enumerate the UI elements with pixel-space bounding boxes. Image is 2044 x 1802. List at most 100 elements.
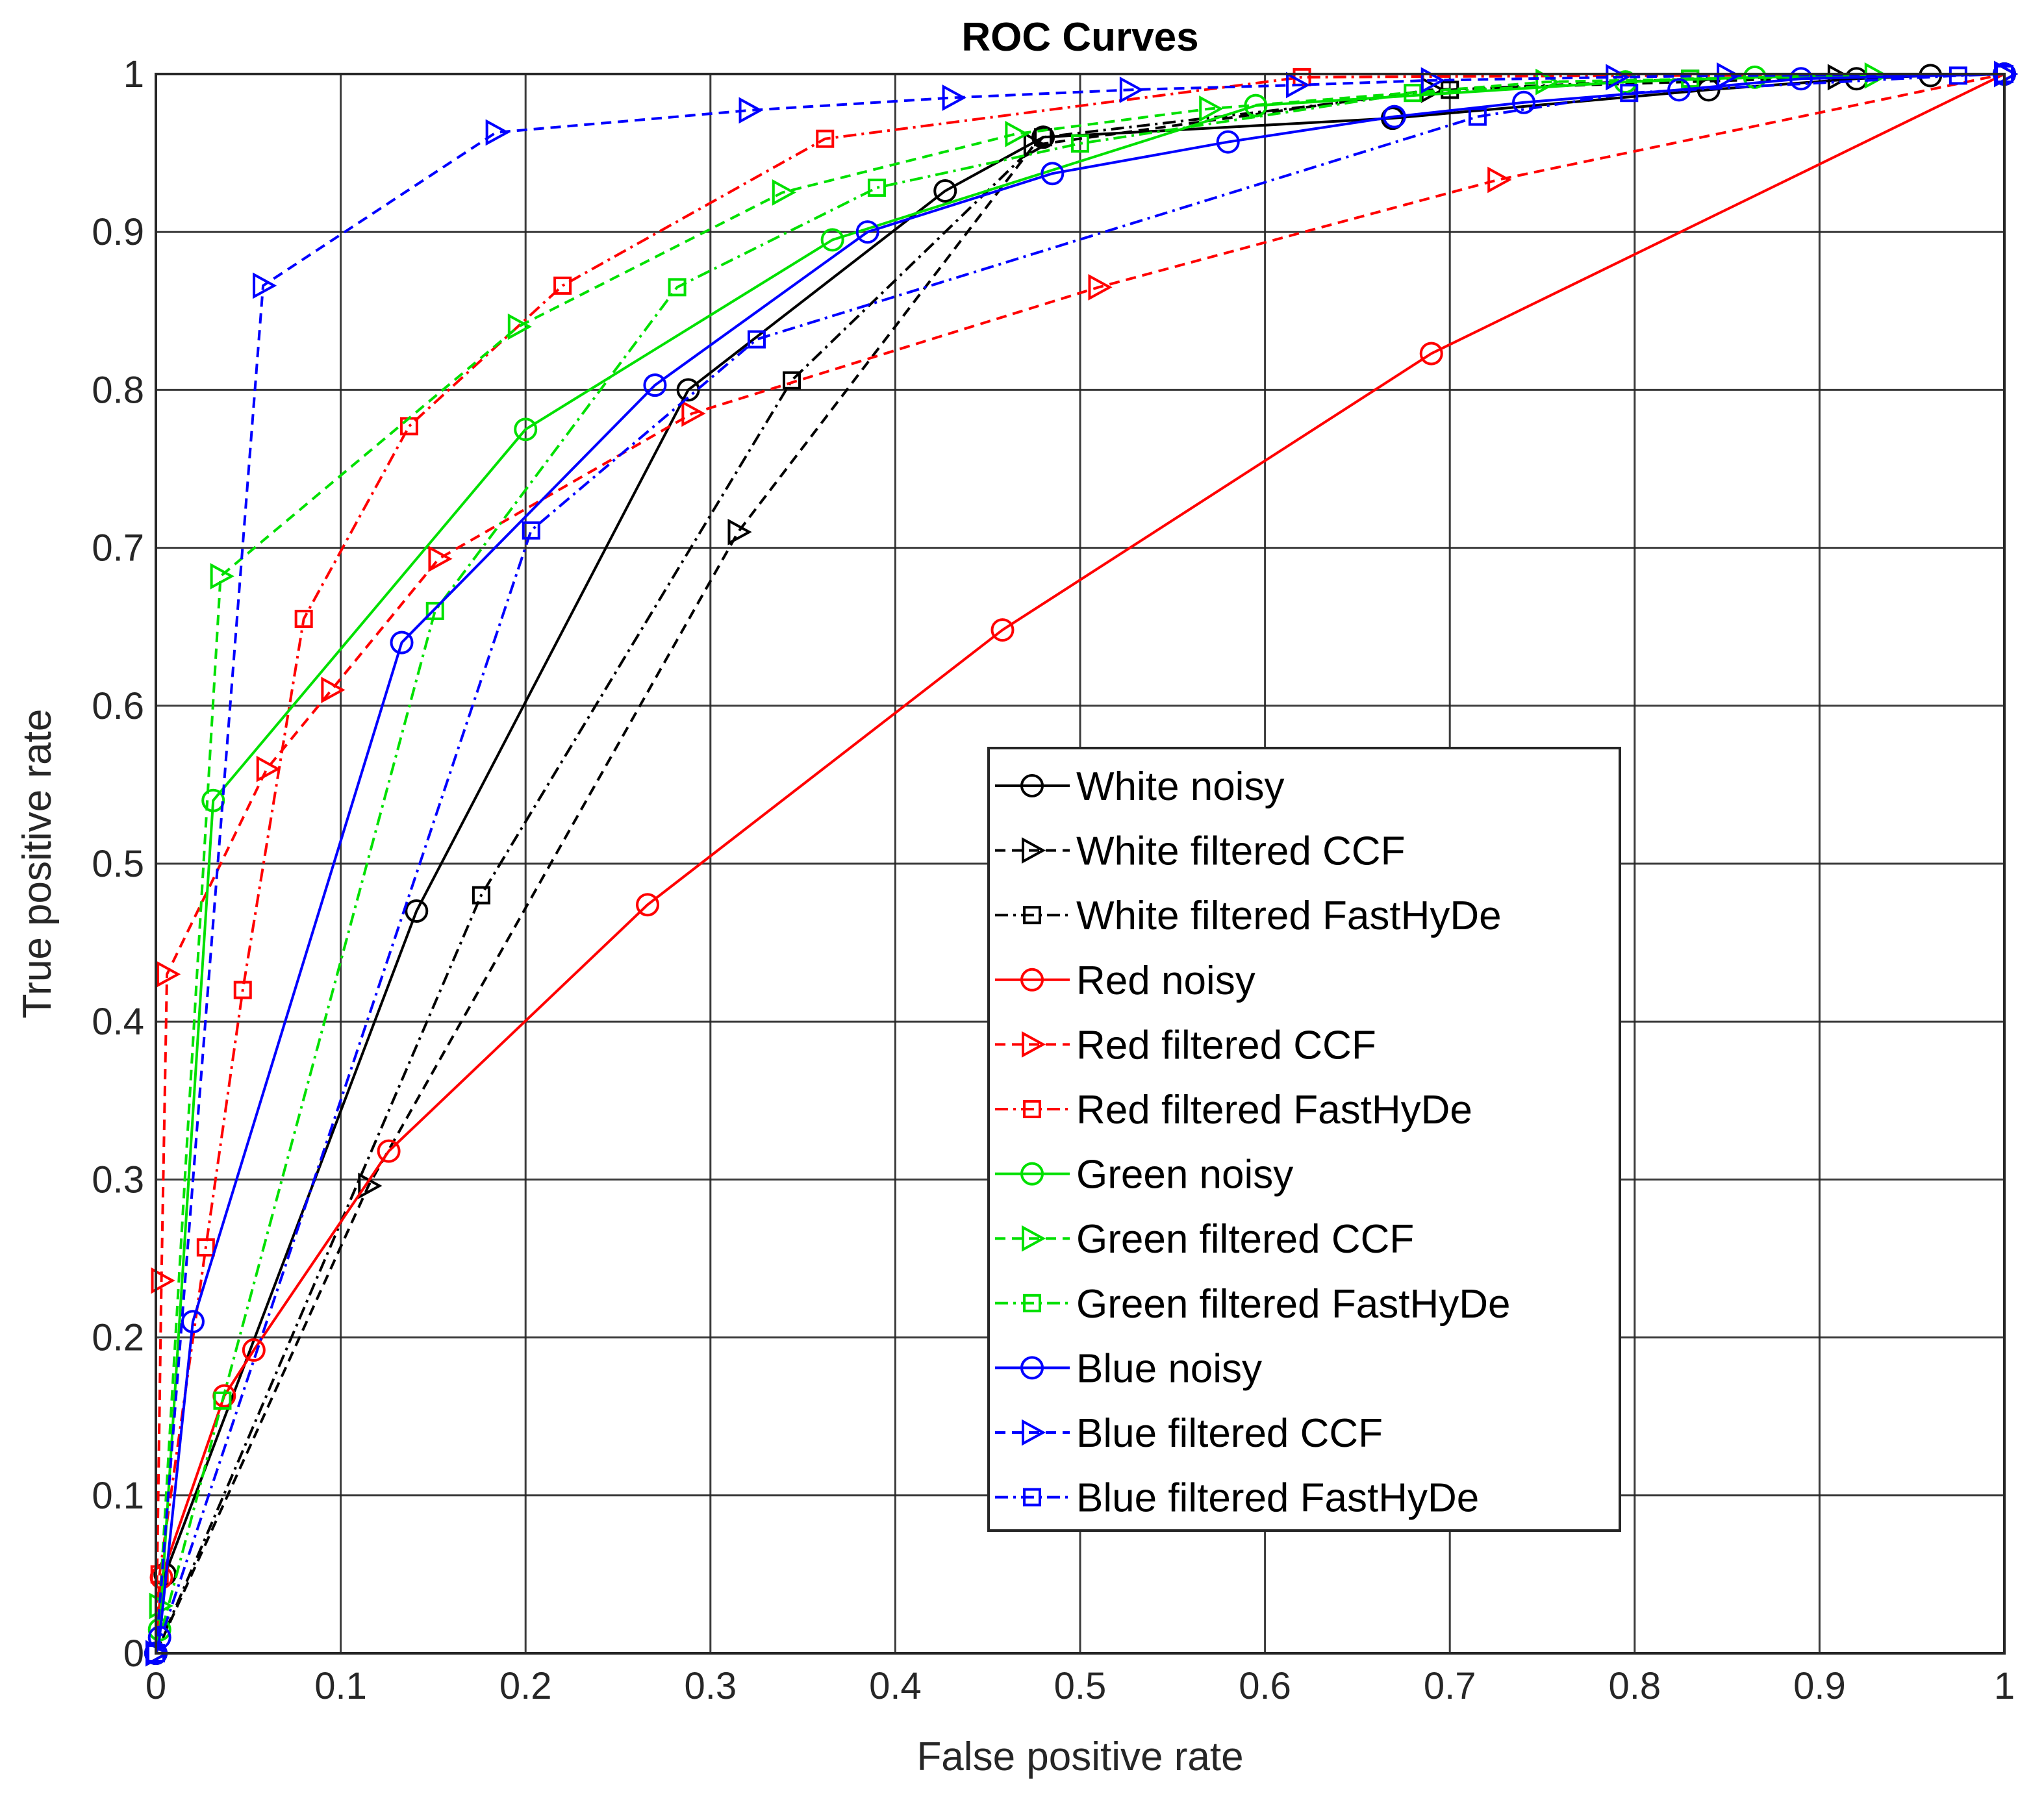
legend-label: White filtered CCF	[1076, 829, 1405, 874]
data-point	[681, 400, 706, 427]
data-point	[816, 129, 835, 148]
legend-entry: White filtered CCF	[995, 829, 1405, 874]
legend-label: Blue filtered FastHyDe	[1076, 1476, 1479, 1521]
series-line	[155, 73, 2005, 1654]
y-tick-label: 0.4	[92, 1001, 144, 1043]
legend-entry: Blue filtered CCF	[995, 1411, 1383, 1456]
data-point	[783, 371, 801, 390]
legend-entry: Blue filtered FastHyDe	[995, 1476, 1479, 1521]
data-point	[1404, 84, 1422, 103]
data-point	[1041, 162, 1065, 186]
data-point	[253, 272, 277, 299]
data-point	[1487, 166, 1512, 194]
data-point	[213, 1391, 232, 1410]
legend-label: Green filtered FastHyDe	[1076, 1282, 1510, 1327]
data-point	[151, 1267, 175, 1294]
legend-label: Red filtered CCF	[1076, 1023, 1376, 1068]
data-point	[405, 899, 429, 923]
y-tick-label: 0.3	[92, 1158, 144, 1201]
data-point	[472, 886, 490, 905]
y-tick-label: 0.2	[92, 1317, 144, 1359]
series-blue-noisy	[144, 62, 2016, 1665]
data-point	[1535, 68, 1560, 95]
legend-marker	[1023, 1294, 1041, 1312]
legend-marker	[1020, 774, 1044, 797]
data-point	[377, 1139, 401, 1163]
data-point	[1606, 64, 1630, 91]
legend-entry: Green noisy	[995, 1153, 1293, 1197]
x-tick-label: 0.8	[1608, 1665, 1661, 1707]
data-point	[867, 179, 886, 197]
data-point	[1620, 84, 1639, 103]
y-axis-label: True positive rate	[15, 709, 60, 1019]
x-tick-label: 0	[145, 1665, 166, 1707]
legend-marker	[1022, 1419, 1046, 1446]
x-tick-label: 0.4	[869, 1665, 922, 1707]
data-point	[676, 378, 700, 402]
data-point	[1512, 90, 1536, 114]
legend-marker	[1022, 1031, 1046, 1058]
legend-marker	[1022, 1225, 1046, 1252]
legend-entry: Red filtered FastHyDe	[995, 1088, 1472, 1133]
y-tick-label: 0.5	[92, 843, 144, 885]
data-point	[1717, 62, 1741, 89]
data-point	[727, 518, 752, 545]
x-tick-label: 0.5	[1054, 1665, 1107, 1707]
legend-marker	[1020, 1356, 1044, 1380]
legend-label: Blue filtered CCF	[1076, 1411, 1383, 1456]
data-point	[294, 610, 313, 629]
y-tick-label: 1	[123, 53, 144, 95]
data-point	[514, 418, 538, 442]
data-point	[668, 278, 687, 297]
data-point	[196, 1238, 215, 1257]
legend-label: Red noisy	[1076, 958, 1255, 1003]
legend-entry: White filtered FastHyDe	[995, 894, 1502, 938]
series-layer	[144, 60, 2019, 1667]
data-point	[820, 228, 844, 252]
x-tick-label: 0.1	[314, 1665, 367, 1707]
y-tick-label: 0.9	[92, 211, 144, 253]
x-tick-label: 0.7	[1424, 1665, 1476, 1707]
legend-entry: Red filtered CCF	[995, 1023, 1376, 1068]
data-point	[1216, 130, 1240, 154]
ticks: 0 0.1 0.2 0.3 0.4 0.5 0.6 0.7 0.8 0.9 1 0 0.1 0.2 0.3 0…	[92, 53, 2015, 1707]
x-tick-label: 0.3	[684, 1665, 737, 1707]
data-point	[210, 562, 234, 590]
legend: White noisy White filtered CCF White filte…	[987, 747, 1621, 1532]
data-point	[181, 1310, 205, 1334]
x-tick-label: 1	[1994, 1665, 2015, 1707]
legend-marker	[1020, 1162, 1044, 1186]
legend-label: Red filtered FastHyDe	[1076, 1088, 1472, 1133]
series-red-filtered-ccf	[145, 60, 2019, 1667]
chart-title: ROC Curves	[961, 15, 1198, 60]
y-tick-label: 0.6	[92, 685, 144, 727]
y-tick-label: 0	[123, 1633, 144, 1675]
legend-label: Green noisy	[1076, 1153, 1293, 1197]
data-point	[428, 545, 453, 573]
legend-entry: Green filtered FastHyDe	[995, 1282, 1510, 1327]
data-point	[1119, 76, 1144, 103]
x-tick-label: 0.2	[499, 1665, 552, 1707]
data-point	[1088, 273, 1113, 301]
series-line	[155, 73, 2005, 1654]
legend-label: White noisy	[1076, 764, 1284, 809]
data-point	[1285, 71, 1311, 99]
legend-box	[987, 747, 1621, 1532]
data-point	[233, 981, 252, 999]
legend-marker	[1023, 906, 1041, 925]
data-point	[1005, 121, 1029, 147]
y-tick-label: 0.7	[92, 527, 144, 569]
y-tick-label: 0.8	[92, 369, 144, 411]
data-point	[636, 893, 660, 917]
y-tick-label: 0.1	[92, 1475, 144, 1517]
x-tick-label: 0.9	[1793, 1665, 1846, 1707]
data-point	[643, 373, 667, 397]
data-point	[738, 97, 763, 124]
data-point	[201, 788, 225, 812]
legend-marker	[1023, 1488, 1041, 1507]
data-point	[1199, 95, 1224, 122]
data-point	[425, 601, 444, 620]
data-point	[553, 276, 572, 295]
legend-entry: Red noisy	[995, 958, 1255, 1003]
series-line	[155, 73, 2005, 1654]
